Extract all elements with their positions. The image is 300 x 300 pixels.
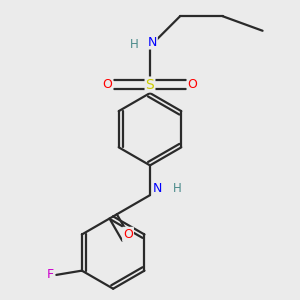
Text: H: H	[173, 182, 182, 195]
Text: F: F	[46, 268, 53, 281]
Text: N: N	[147, 35, 157, 49]
Text: O: O	[103, 78, 112, 91]
Text: O: O	[123, 228, 133, 241]
Text: O: O	[188, 78, 197, 91]
Text: H: H	[130, 38, 138, 51]
Text: N: N	[153, 182, 162, 195]
Text: S: S	[146, 78, 154, 92]
